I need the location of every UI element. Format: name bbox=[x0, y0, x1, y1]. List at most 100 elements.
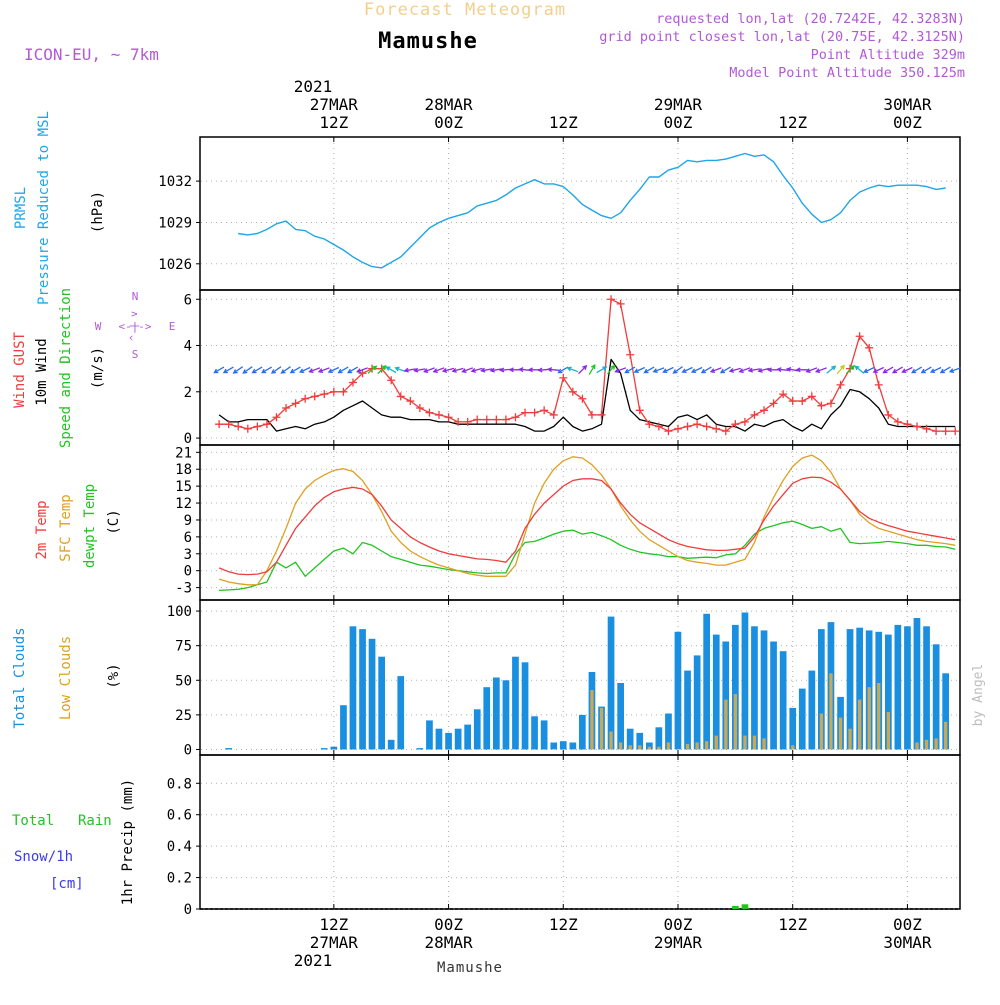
wind-gust-marker bbox=[712, 424, 721, 433]
wind-direction-arrow-icon bbox=[662, 366, 674, 374]
wind-gust-marker bbox=[836, 380, 845, 389]
wind-gust-marker bbox=[817, 401, 826, 410]
wind-gust-marker bbox=[932, 427, 941, 436]
clouds-ytick-label: 50 bbox=[175, 673, 192, 689]
low-clouds-bar bbox=[714, 735, 718, 750]
wind-ytick-label: 6 bbox=[184, 292, 192, 308]
wind-ytick-label: 2 bbox=[184, 385, 192, 401]
credit-watermark: by Angel bbox=[971, 664, 986, 727]
bottom-year-label: 2021 bbox=[294, 951, 333, 970]
top-time-label: 00Z bbox=[434, 113, 463, 132]
wind-gust-marker bbox=[425, 408, 434, 417]
wind-gust-marker bbox=[396, 392, 405, 401]
total-clouds-bar bbox=[225, 748, 232, 750]
wind-direction-arrow-icon bbox=[700, 366, 712, 374]
wind-gust-marker bbox=[521, 408, 530, 417]
wind-direction-arrow-icon bbox=[728, 367, 741, 373]
wind-gust-marker bbox=[578, 394, 587, 403]
wind-panel bbox=[213, 295, 961, 436]
location-title: Mamushe bbox=[378, 29, 478, 54]
bottom-time-label: 12Z bbox=[319, 915, 348, 934]
total-clouds-bar bbox=[445, 732, 452, 750]
total-clouds-bar bbox=[904, 626, 911, 750]
bottom-time-label: 00Z bbox=[893, 915, 922, 934]
wind-direction-arrow-icon bbox=[681, 366, 693, 374]
wind-gust-marker bbox=[941, 427, 950, 436]
bottom-time-label: 00Z bbox=[434, 915, 463, 934]
bottom-time-label: 12Z bbox=[549, 915, 578, 934]
wind-gust-marker bbox=[310, 392, 319, 401]
wind-direction-arrow-icon bbox=[347, 366, 359, 374]
total-clouds-bar bbox=[808, 670, 816, 750]
wind-direction-arrow-icon bbox=[845, 364, 855, 375]
wind-direction-arrow-icon bbox=[308, 367, 321, 373]
low-clouds-bar bbox=[743, 735, 747, 750]
wind-gust-marker bbox=[282, 403, 291, 412]
low-clouds-bar bbox=[619, 742, 623, 750]
wind-direction-arrow-icon bbox=[776, 367, 789, 373]
total-clouds-bar bbox=[741, 612, 749, 750]
wind-gust-marker bbox=[664, 427, 673, 436]
wind-gust-marker bbox=[769, 399, 778, 408]
precipitation-ytick-label: 0.6 bbox=[167, 808, 192, 824]
wind-direction-arrow-icon bbox=[891, 366, 903, 374]
wind-gust-marker bbox=[492, 415, 501, 424]
wind-direction-arrow-icon bbox=[766, 367, 780, 373]
temperature-ytick-label: 9 bbox=[184, 513, 192, 529]
pressure-label-prmsl: PRMSL bbox=[13, 187, 29, 229]
wind-gust-marker bbox=[348, 378, 357, 387]
wind-direction-arrow-icon bbox=[920, 366, 932, 374]
total-clouds-bar bbox=[521, 662, 529, 750]
wind-direction-arrow-icon bbox=[672, 366, 683, 374]
precipitation-ytick-label: 0 bbox=[184, 902, 192, 918]
wind-gust-marker bbox=[798, 397, 807, 406]
total-clouds-bar bbox=[550, 742, 558, 750]
wind-gust-marker bbox=[301, 394, 310, 403]
wind-direction-arrow-icon bbox=[423, 367, 435, 373]
wind-gust-marker bbox=[855, 332, 864, 341]
wind-gust-marker bbox=[903, 420, 912, 429]
bottom-date-label: 29MAR bbox=[654, 933, 703, 952]
wind-direction-arrow-icon bbox=[367, 365, 378, 374]
wind-gust-marker bbox=[740, 417, 749, 426]
clouds-low-label: Low Clouds bbox=[58, 636, 74, 720]
wind-gust-marker bbox=[568, 387, 577, 396]
wind-direction-arrow-icon bbox=[537, 367, 550, 373]
wind-gust-marker bbox=[721, 427, 730, 436]
total-clouds-bar bbox=[798, 688, 806, 750]
total-clouds-bar bbox=[502, 680, 510, 750]
wind-gust-marker bbox=[434, 410, 443, 419]
clouds-ytick-label: 25 bbox=[175, 708, 192, 724]
temp-2m-label: 2m Temp bbox=[34, 500, 50, 559]
wind-direction-arrow-icon bbox=[385, 366, 397, 374]
wind-direction-arrow-icon bbox=[607, 364, 616, 375]
wind-direction-arrow-icon bbox=[614, 367, 627, 373]
compass-w: W bbox=[95, 320, 102, 333]
wind-direction-arrow-icon bbox=[432, 367, 445, 373]
low-clouds-bar bbox=[934, 738, 938, 750]
low-clouds-bar bbox=[752, 735, 757, 750]
pressure-unit: (hPa) bbox=[90, 191, 106, 233]
total-clouds-bar bbox=[359, 629, 366, 750]
total-clouds-bar bbox=[569, 742, 577, 750]
temperature-ytick-label: 15 bbox=[175, 479, 192, 495]
clouds-panel bbox=[225, 612, 949, 750]
wind-10m-label: 10m Wind bbox=[34, 338, 50, 405]
wind-direction-arrow-icon bbox=[929, 366, 942, 374]
top-time-label: 12Z bbox=[319, 113, 348, 132]
requested-coords: requested lon,lat (20.7242E, 42.3283N) bbox=[656, 11, 965, 27]
low-clouds-bar bbox=[848, 728, 852, 750]
low-clouds-bar bbox=[733, 694, 737, 750]
total-clouds-bar bbox=[626, 728, 634, 750]
wind-gust-marker bbox=[243, 424, 252, 433]
wind-gust-marker bbox=[607, 295, 616, 304]
total-clouds-bar bbox=[693, 655, 701, 750]
low-clouds-bar bbox=[647, 746, 651, 750]
total-clouds-bar bbox=[483, 687, 491, 750]
footer-location: Mamushe bbox=[437, 960, 503, 976]
wind-direction-arrow-icon bbox=[624, 366, 636, 374]
wind-direction-arrow-icon bbox=[596, 366, 608, 374]
rain-bar bbox=[732, 905, 739, 909]
wind-gust-marker bbox=[865, 343, 874, 352]
